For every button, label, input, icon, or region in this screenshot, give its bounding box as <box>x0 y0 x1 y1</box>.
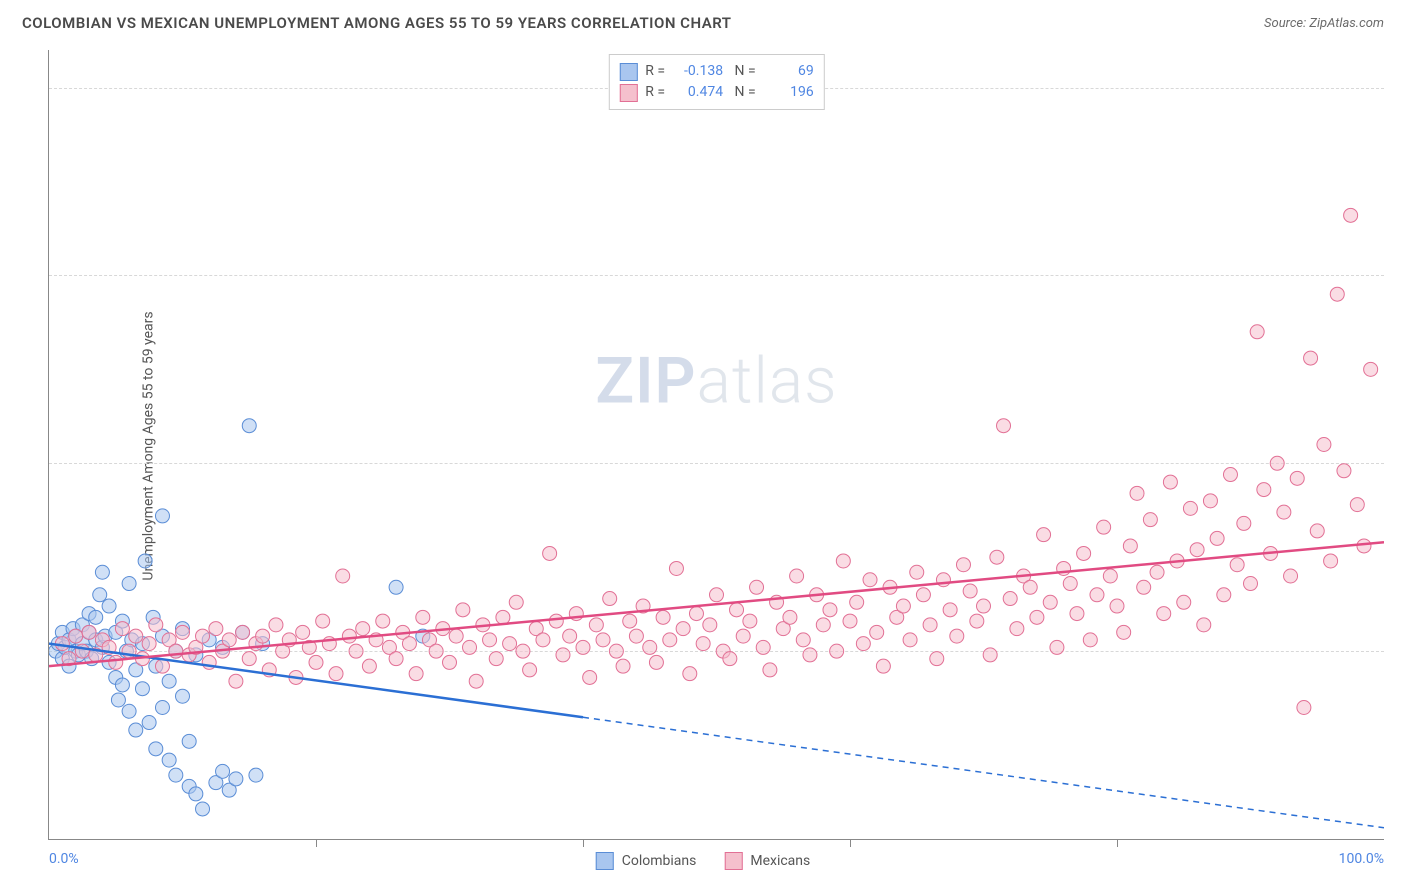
legend-item-colombians: Colombians <box>596 852 697 870</box>
legend-stats-row-1: R = 0.474 N = 196 <box>619 82 813 103</box>
n-value: 69 <box>764 61 814 82</box>
r-label: R = <box>645 61 665 82</box>
x-tick-label: 100.0% <box>1339 851 1384 867</box>
swatch-icon <box>724 852 742 870</box>
r-value: -0.138 <box>673 61 723 82</box>
swatch-icon <box>619 84 637 102</box>
n-label: N = <box>731 61 756 82</box>
r-value: 0.474 <box>673 82 723 103</box>
y-tick-label: 15.0% <box>1389 267 1406 283</box>
y-tick-label: 20.0% <box>1389 80 1406 96</box>
legend-item-mexicans: Mexicans <box>724 852 810 870</box>
legend-categories: Colombians Mexicans <box>596 852 811 870</box>
r-label: R = <box>645 82 665 103</box>
chart-plot-area: ZIPatlas R = -0.138 N = 69 R = 0.474 N =… <box>48 50 1384 840</box>
y-tick-label: 10.0% <box>1389 455 1406 471</box>
legend-label: Mexicans <box>750 853 810 869</box>
y-tick-label: 5.0% <box>1389 643 1406 659</box>
legend-label: Colombians <box>622 853 697 869</box>
legend-stats-box: R = -0.138 N = 69 R = 0.474 N = 196 <box>608 54 824 110</box>
n-label: N = <box>731 82 756 103</box>
source-label: Source: ZipAtlas.com <box>1264 16 1384 31</box>
swatch-icon <box>596 852 614 870</box>
chart-title: COLOMBIAN VS MEXICAN UNEMPLOYMENT AMONG … <box>22 14 732 32</box>
x-tick-label: 0.0% <box>49 851 79 867</box>
n-value: 196 <box>764 82 814 103</box>
scatter-plot-svg <box>49 50 1384 839</box>
legend-stats-row-0: R = -0.138 N = 69 <box>619 61 813 82</box>
swatch-icon <box>619 63 637 81</box>
